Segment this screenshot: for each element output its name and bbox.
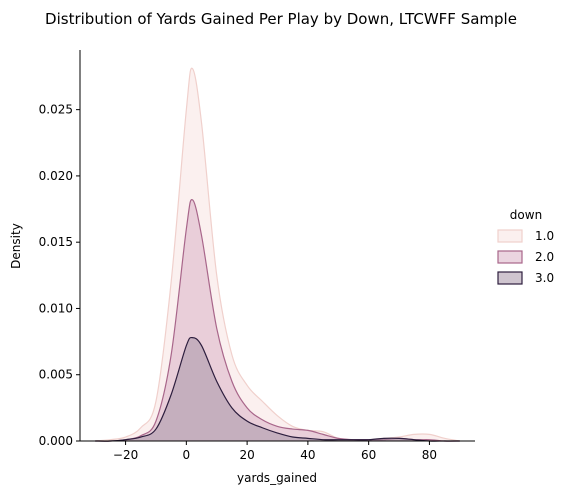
axes: [79, 50, 475, 442]
y-tick-label: 0.015: [39, 235, 73, 249]
x-axis-label: yards_gained: [237, 471, 317, 485]
x-tick-label: 60: [361, 448, 376, 462]
x-tick-label: 40: [300, 448, 315, 462]
legend-label-2: 2.0: [535, 250, 554, 264]
legend-swatch-1: [497, 229, 523, 243]
y-axis-label: Density: [9, 223, 23, 269]
chart-title: Distribution of Yards Gained Per Play by…: [45, 10, 517, 28]
legend-swatch-2: [497, 250, 523, 264]
area-down-1: [95, 68, 460, 442]
x-tick-label: −20: [113, 448, 138, 462]
legend-swatch-3: [497, 271, 523, 285]
area-down-2: [95, 199, 460, 442]
density-line-down-1: [95, 67, 460, 442]
y-tick-label: 0.000: [39, 434, 73, 448]
x-tick-label: 20: [239, 448, 254, 462]
legend: down 1.0 2.0 3.0: [497, 208, 554, 285]
legend-title: down: [510, 208, 542, 222]
density-line-down-2: [95, 199, 460, 442]
y-tick-label: 0.010: [39, 301, 73, 315]
x-ticks: −20 0 20 40 60 80: [113, 441, 437, 462]
density-areas: [95, 67, 460, 442]
y-tick-label: 0.025: [39, 103, 73, 117]
x-tick-label: 0: [183, 448, 191, 462]
area-down-3: [95, 337, 460, 442]
legend-label-3: 3.0: [535, 271, 554, 285]
y-tick-label: 0.005: [39, 368, 73, 382]
x-tick-label: 80: [422, 448, 437, 462]
y-ticks: 0.000 0.005 0.010 0.015 0.020 0.025: [39, 103, 80, 448]
y-tick-label: 0.020: [39, 169, 73, 183]
legend-label-1: 1.0: [535, 229, 554, 243]
density-line-down-3: [95, 336, 460, 442]
